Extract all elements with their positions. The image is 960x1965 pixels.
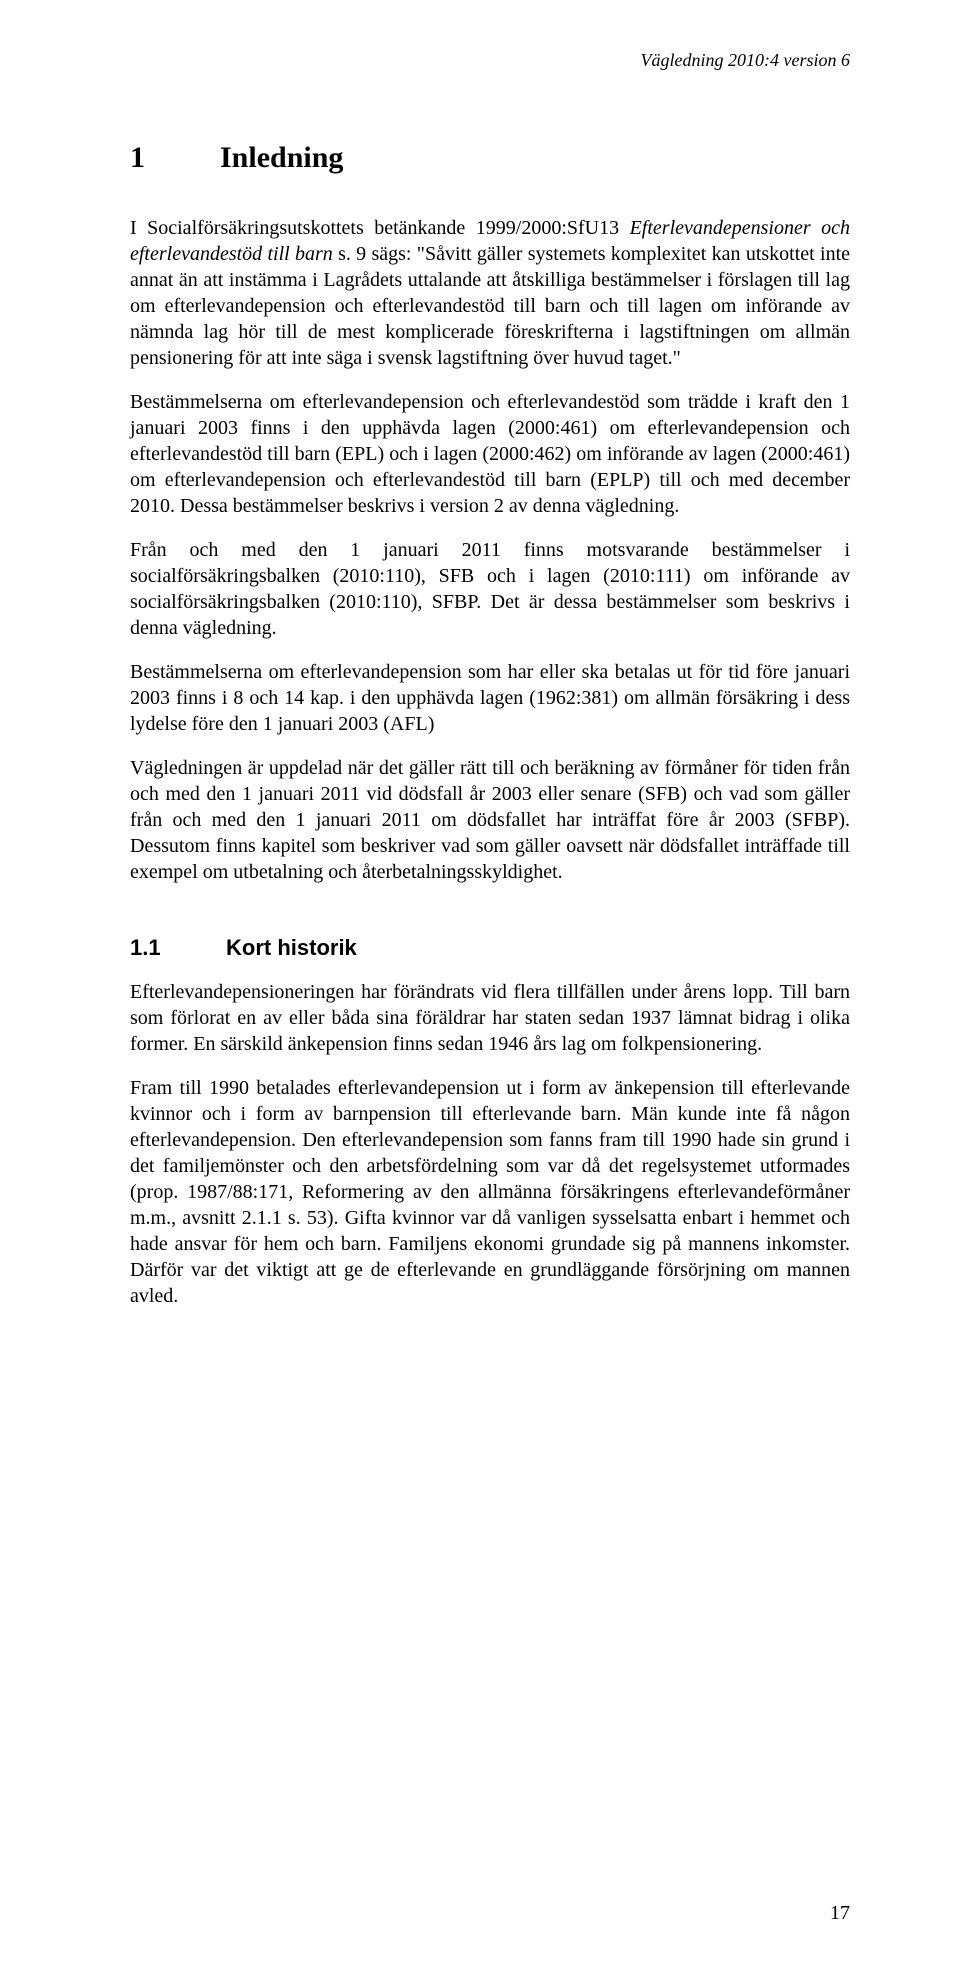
page-container: Vägledning 2010:4 version 6 1 Inledning … bbox=[0, 0, 960, 1965]
paragraph-2: Bestämmelserna om efterlevandepension oc… bbox=[130, 389, 850, 519]
h2-title: Kort historik bbox=[226, 935, 357, 961]
page-number: 17 bbox=[830, 1902, 850, 1925]
intro-leadin: I Socialförsäkringsutskottets betänkande… bbox=[130, 217, 630, 239]
h1-heading: 1 Inledning bbox=[130, 141, 850, 175]
h1-number: 1 bbox=[130, 141, 160, 175]
h2-heading: 1.1 Kort historik bbox=[130, 935, 850, 961]
paragraph-1-1-2: Fram till 1990 betalades efterlevandepen… bbox=[130, 1075, 850, 1309]
paragraph-5: Vägledningen är uppdelad när det gäller … bbox=[130, 755, 850, 885]
paragraph-1-1-1: Efterlevandepensioneringen har förändrat… bbox=[130, 979, 850, 1057]
paragraph-3: Från och med den 1 januari 2011 finns mo… bbox=[130, 537, 850, 641]
paragraph-4: Bestämmelserna om efterlevandepension so… bbox=[130, 659, 850, 737]
paragraph-intro: I Socialförsäkringsutskottets betänkande… bbox=[130, 215, 850, 371]
h1-title: Inledning bbox=[220, 141, 343, 175]
h2-number: 1.1 bbox=[130, 935, 164, 961]
header-line: Vägledning 2010:4 version 6 bbox=[130, 50, 850, 71]
